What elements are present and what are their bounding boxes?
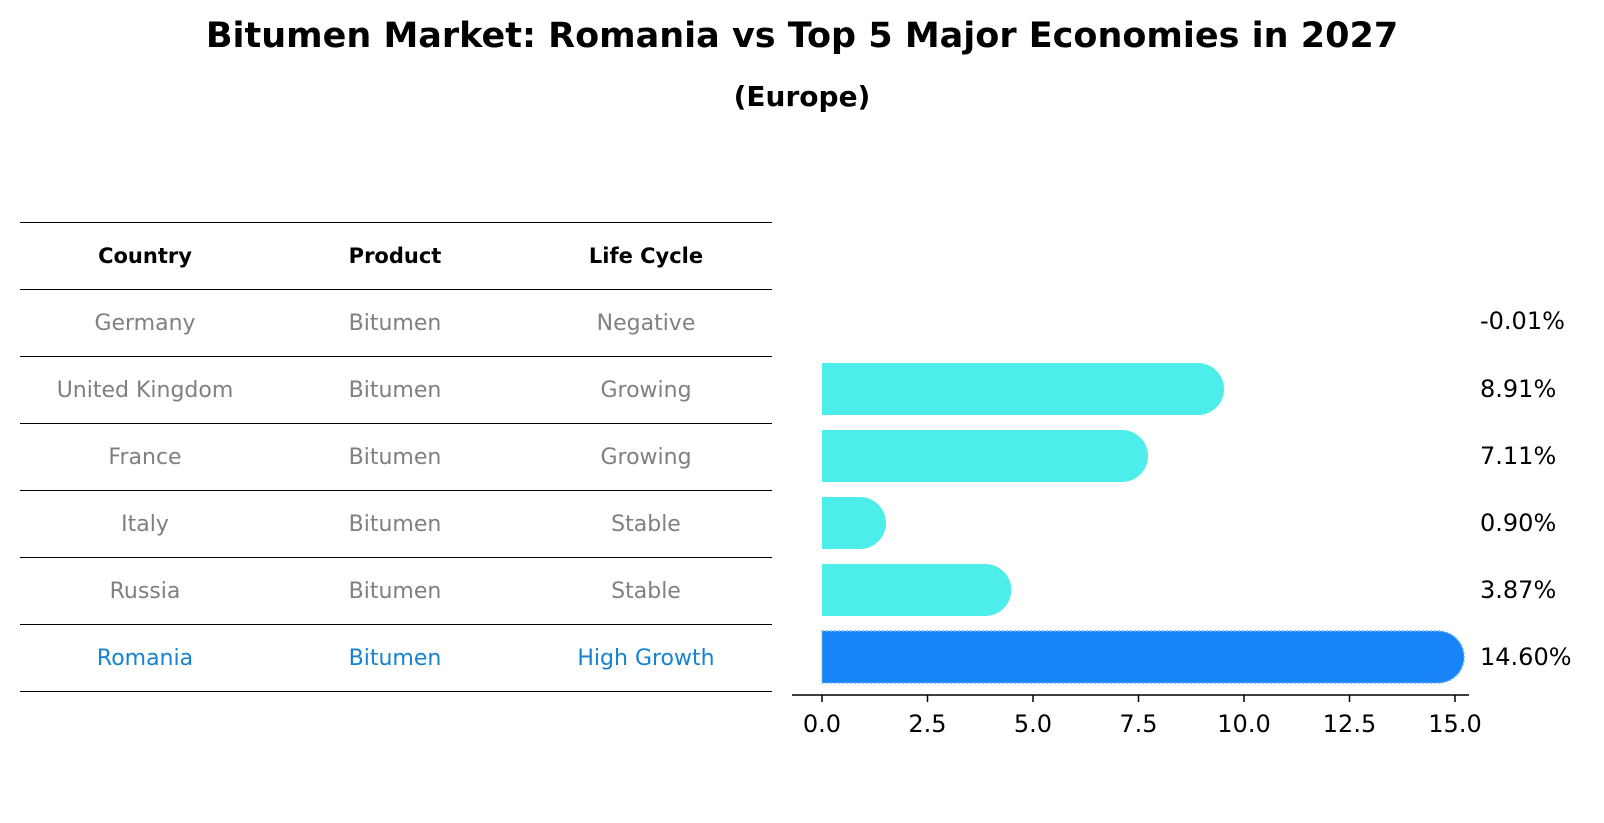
value-label: -0.01% [1480, 307, 1565, 335]
cell-life-cycle: Stable [611, 578, 681, 604]
cell-country: France [108, 444, 182, 470]
value-label: 3.87% [1480, 576, 1556, 604]
cell-life-cycle: Negative [596, 310, 696, 336]
cell-product: Bitumen [348, 578, 442, 604]
x-tick-label: 7.5 [1119, 710, 1157, 738]
value-label: 8.91% [1480, 375, 1556, 403]
table-row: Italy Bitumen Stable [20, 490, 772, 557]
cell-product: Bitumen [348, 377, 442, 403]
bar-russia [822, 564, 1012, 616]
cell-life-cycle: Growing [600, 377, 692, 403]
comparison-table: Country Product Life Cycle Germany Bitum… [20, 222, 772, 692]
cell-product: Bitumen [348, 444, 442, 470]
cell-life-cycle: High Growth [577, 645, 715, 671]
header-product: Product [348, 244, 442, 268]
chart-title: Bitumen Market: Romania vs Top 5 Major E… [205, 16, 1399, 56]
header-country: Country [98, 244, 192, 268]
x-tick-label: 5.0 [1014, 710, 1052, 738]
table-row-highlight: Romania Bitumen High Growth [20, 624, 772, 692]
chart-subtitle: (Europe) [733, 80, 871, 113]
cell-product: Bitumen [348, 645, 442, 671]
x-tick-label: 12.5 [1323, 710, 1376, 738]
cell-country: Italy [121, 511, 169, 537]
cell-product: Bitumen [348, 511, 442, 537]
cell-life-cycle: Stable [611, 511, 681, 537]
x-tick-label: 10.0 [1217, 710, 1270, 738]
cell-country: Romania [96, 645, 194, 671]
x-tick-label: 2.5 [908, 710, 946, 738]
table-row: United Kingdom Bitumen Growing [20, 356, 772, 423]
value-label: 7.11% [1480, 442, 1556, 470]
cell-product: Bitumen [348, 310, 442, 336]
value-label: 0.90% [1480, 509, 1556, 537]
cell-country: Russia [109, 578, 181, 604]
x-tick-label: 0.0 [803, 710, 841, 738]
table-row: France Bitumen Growing [20, 423, 772, 490]
bar-united-kingdom [822, 363, 1225, 415]
value-label: 14.60% [1480, 643, 1572, 671]
x-tick-label: 15.0 [1428, 710, 1481, 738]
cell-country: United Kingdom [56, 377, 234, 403]
table-row: Russia Bitumen Stable [20, 557, 772, 624]
cell-country: Germany [94, 310, 196, 336]
bar-italy [822, 497, 886, 549]
cell-life-cycle: Growing [600, 444, 692, 470]
table-row: Germany Bitumen Negative [20, 289, 772, 356]
header-life-cycle: Life Cycle [588, 244, 704, 268]
bar-france [822, 430, 1149, 482]
table-header-row: Country Product Life Cycle [20, 222, 772, 289]
bar-romania [821, 630, 1465, 684]
